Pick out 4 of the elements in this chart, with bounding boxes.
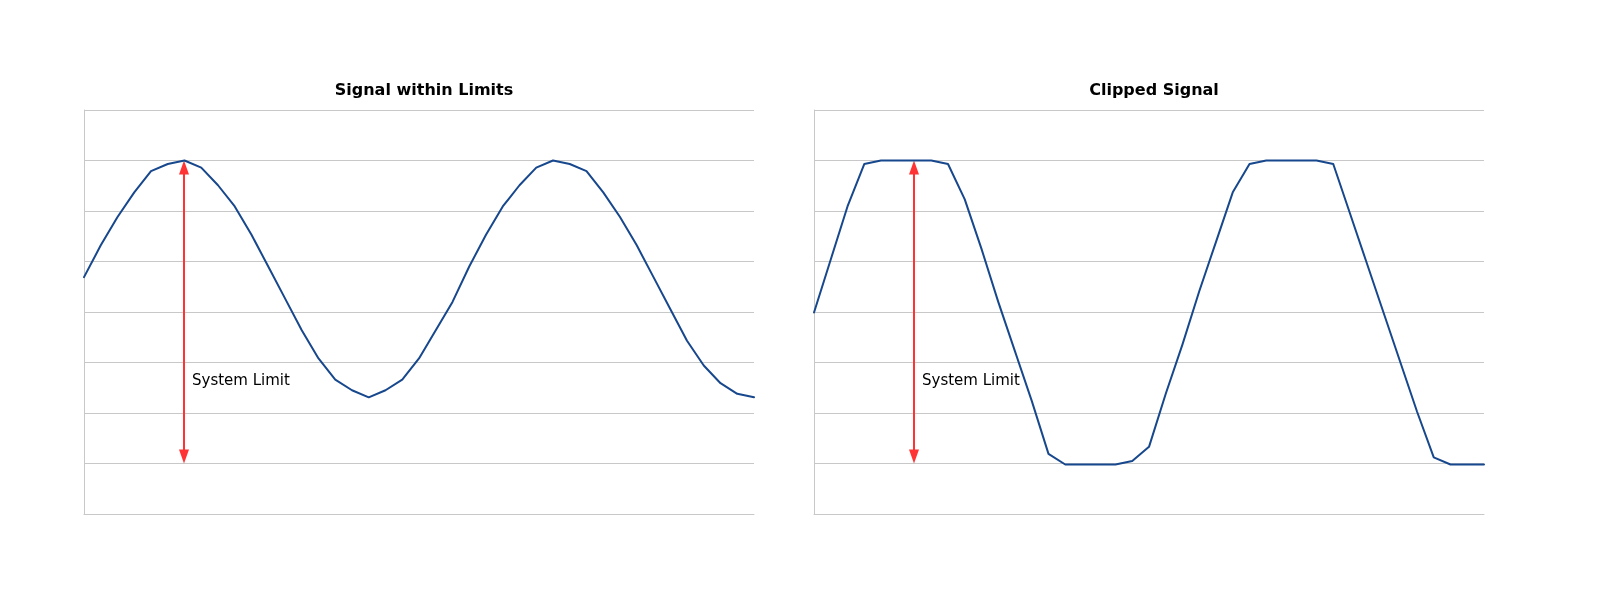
chart-title: Clipped Signal [1089, 79, 1219, 99]
annotation: System Limit [922, 371, 1021, 390]
chart-title: Signal within Limits [334, 79, 514, 99]
annotation: System Limit [192, 371, 291, 390]
